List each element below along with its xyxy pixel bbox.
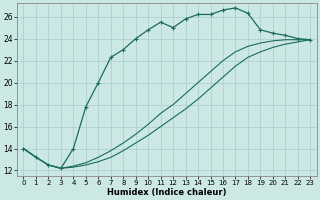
X-axis label: Humidex (Indice chaleur): Humidex (Indice chaleur) (107, 188, 227, 197)
